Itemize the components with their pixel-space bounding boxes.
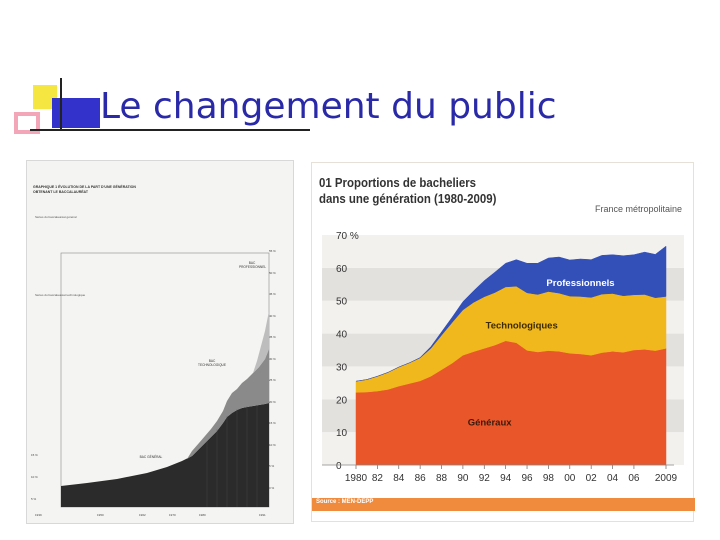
scan-right-tick: 30 %	[269, 356, 276, 361]
chart-subtitle: France métropolitaine	[595, 204, 683, 214]
scan-area-pro	[253, 311, 269, 373]
chart-x-tick: 92	[479, 473, 491, 484]
chart-title: 01 Proportions de bacheliers dans une gé…	[319, 175, 496, 207]
chart-y-tick: 0	[336, 461, 342, 472]
scan-left-tick: 15 %	[31, 453, 38, 457]
chart-x-tick: 84	[393, 473, 405, 484]
scanned-chart-plot	[60, 252, 270, 508]
scan-x-tick: 1962	[139, 513, 146, 517]
scan-right-tick: 45 %	[269, 292, 276, 296]
scan-left-tick: 10 %	[31, 475, 38, 479]
scan-x-tick: 1970	[169, 513, 176, 517]
scan-label-general: BAC GÉNÉRAL	[139, 455, 163, 459]
scan-label-pro: BAC PROFESSIONNEL	[239, 261, 267, 269]
chart-x-tick: 82	[372, 473, 384, 484]
chart-series-label-professionnels: Professionnels	[546, 278, 614, 289]
scan-x-tick: 1950	[97, 513, 104, 517]
chart-plot: Généraux Technologiques Professionnels 0 10 2…	[322, 231, 684, 484]
chart-x-tick: 90	[457, 473, 469, 484]
chart-x-tick: 96	[521, 473, 533, 484]
scan-right-tick: 15 %	[269, 421, 276, 425]
chart-x-tick: 86	[415, 473, 427, 484]
decor-vertical-line	[60, 78, 62, 130]
chart-series-label-généraux: Généraux	[468, 418, 513, 429]
scan-x-tick: 1991	[259, 513, 266, 517]
chart-title-line2: dans une génération (1980-2009)	[319, 191, 497, 206]
scan-right-tick: 0 %	[269, 485, 275, 490]
chart-y-tick: 40	[336, 330, 348, 341]
chart-x-tick: 98	[543, 473, 555, 484]
chart-x-tick: 94	[500, 473, 512, 484]
chart-y-tick: 10	[336, 428, 348, 439]
scan-right-tick: 35 %	[269, 335, 276, 339]
scan-hatch	[206, 405, 258, 507]
scanned-chart: GRAPHIQUE 1 ÉVOLUTION DE LA PART D'UNE G…	[26, 160, 294, 524]
scan-right-tick: 5 %	[269, 464, 275, 468]
chart-y-tick: 20	[336, 395, 348, 406]
chart-y-tick: 50	[336, 297, 348, 308]
decor-square-pink-inner	[18, 116, 36, 130]
chart-series-label-technologiques: Technologiques	[486, 321, 558, 332]
scan-header: GRAPHIQUE 1 ÉVOLUTION DE LA PART D'UNE G…	[33, 185, 136, 194]
scan-right-tick: 50 %	[269, 270, 276, 275]
chart-area-professionnels	[355, 245, 667, 382]
chart-y-tick: 70 %	[336, 231, 359, 242]
scan-right-tick: 10 %	[269, 442, 276, 447]
scan-left-tick: 5 %	[31, 497, 37, 501]
scan-right-tick: 55 %	[269, 249, 276, 253]
scan-area-techno	[187, 349, 269, 459]
scan-section-techno: Séries du baccalauréat technologique	[35, 293, 86, 297]
source-bar	[312, 498, 695, 511]
chart-y-tick: 60	[336, 264, 348, 275]
chart-x-tick: 1980	[345, 473, 368, 484]
scan-section-general: Séries du baccalauréat général	[35, 215, 77, 219]
scan-x-tick: 1939	[35, 513, 42, 517]
chart-title-line1: 01 Proportions de bacheliers	[319, 175, 477, 190]
chart-x-tick: 04	[607, 473, 619, 484]
slide-title: Le changement du public	[100, 86, 557, 127]
bachelors-chart: 01 Proportions de bacheliers dans une gé…	[311, 162, 695, 522]
chart-x-tick: 2009	[655, 473, 678, 484]
decor-horizontal-line	[30, 129, 310, 131]
chart-source: Source : MEN-DEPP	[316, 499, 374, 505]
chart-x-tick: 00	[564, 473, 576, 484]
scan-x-tick: 1980	[199, 513, 206, 517]
scan-label-techno: BAC TECHNOLOGIQUE	[198, 359, 226, 367]
scan-right-tick: 20 %	[269, 399, 276, 404]
chart-x-tick: 88	[436, 473, 448, 484]
chart-y-tick: 30	[336, 362, 348, 373]
scan-right-tick: 25 %	[269, 378, 276, 382]
chart-x-tick: 06	[628, 473, 640, 484]
scan-right-tick: 40 %	[269, 313, 276, 318]
chart-x-tick: 02	[586, 473, 598, 484]
